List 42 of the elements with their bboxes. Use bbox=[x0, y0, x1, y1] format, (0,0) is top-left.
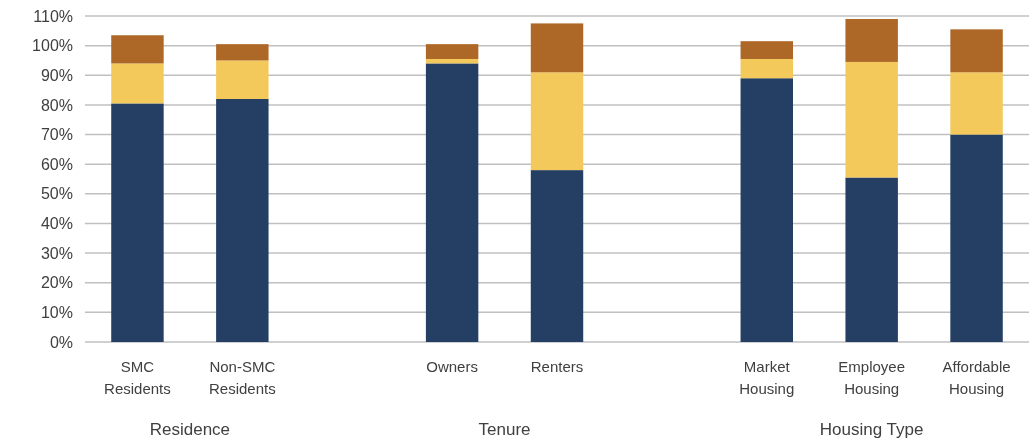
bar bbox=[950, 134, 1003, 342]
x-tick-label: Market Housing bbox=[739, 358, 795, 397]
y-tick-label: 40% bbox=[40, 215, 73, 233]
x-tick-label: SMC Residents bbox=[104, 358, 171, 397]
bar bbox=[111, 103, 164, 342]
bar bbox=[111, 35, 164, 64]
bar bbox=[950, 29, 1003, 73]
text: Residence bbox=[149, 420, 231, 439]
bar bbox=[845, 61, 898, 178]
y-tick-label: 0% bbox=[49, 333, 73, 351]
bar bbox=[530, 170, 584, 342]
bar bbox=[216, 60, 269, 99]
bar bbox=[216, 44, 269, 61]
y-tick-label: 60% bbox=[40, 155, 73, 173]
x-tick-label: Employee Housing bbox=[838, 358, 906, 397]
bar bbox=[950, 72, 1003, 135]
text: Housing Type bbox=[819, 420, 924, 439]
bar bbox=[740, 78, 793, 342]
bar bbox=[530, 72, 584, 171]
x-tick-label: Owners bbox=[426, 358, 478, 375]
bar bbox=[845, 18, 898, 62]
x-tick-label: Renters bbox=[530, 358, 584, 375]
bar bbox=[425, 44, 479, 59]
text: Tenure bbox=[478, 420, 531, 439]
x-tick-label: Non-SMC Residents bbox=[208, 358, 276, 397]
y-tick-label: 90% bbox=[40, 66, 73, 84]
bar bbox=[740, 58, 793, 79]
bar bbox=[425, 63, 479, 342]
y-tick-label: 10% bbox=[40, 303, 73, 321]
bar bbox=[740, 41, 793, 59]
y-tick-label: 80% bbox=[40, 96, 73, 114]
y-tick-label: 50% bbox=[40, 185, 73, 203]
bar bbox=[111, 63, 164, 104]
y-tick-label: 100% bbox=[32, 37, 73, 55]
y-tick-label: 30% bbox=[40, 244, 73, 262]
bar bbox=[845, 177, 898, 342]
x-tick-label: Affordable Housing bbox=[942, 358, 1011, 397]
y-tick-label: 110% bbox=[33, 7, 73, 25]
bar bbox=[216, 98, 269, 342]
bar bbox=[530, 23, 584, 73]
y-tick-label: 70% bbox=[40, 126, 73, 144]
y-tick-label: 20% bbox=[40, 274, 73, 292]
